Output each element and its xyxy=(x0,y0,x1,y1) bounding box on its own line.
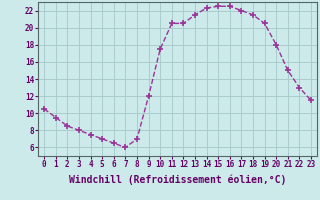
X-axis label: Windchill (Refroidissement éolien,°C): Windchill (Refroidissement éolien,°C) xyxy=(69,175,286,185)
